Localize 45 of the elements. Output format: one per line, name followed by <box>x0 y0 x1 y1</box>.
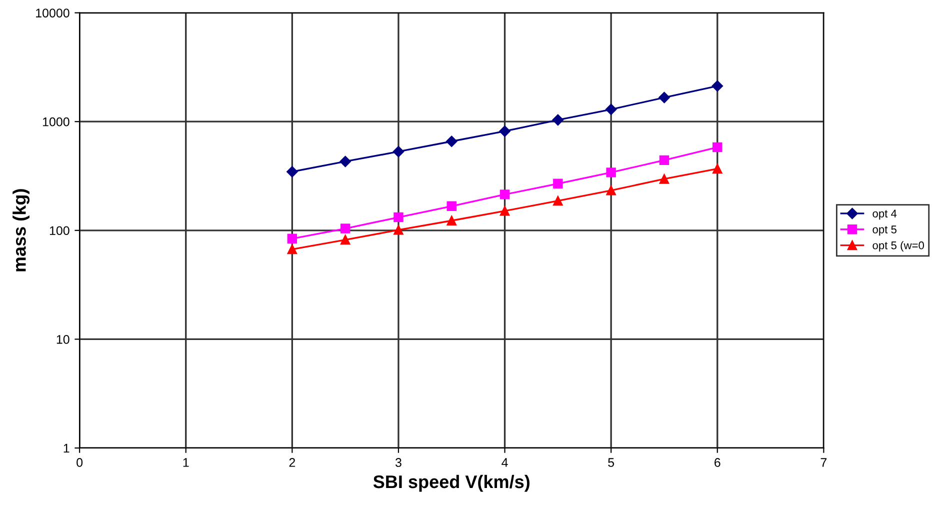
x-tick-label: 2 <box>289 458 296 467</box>
point <box>446 201 456 212</box>
point <box>286 166 298 178</box>
x-axis-title: SBI speed V(km/s) <box>373 474 530 492</box>
point <box>340 234 350 245</box>
point <box>500 190 510 200</box>
point <box>499 126 510 137</box>
x-tick-label: 0 <box>76 458 83 467</box>
y-tick-label: 10 <box>56 335 70 344</box>
x-tick-label: 7 <box>820 458 827 467</box>
point <box>553 196 563 206</box>
y-tick-label: 1000 <box>42 117 70 126</box>
point <box>658 92 670 104</box>
point <box>553 178 563 189</box>
x-tick-label: 3 <box>395 458 402 467</box>
point <box>552 114 564 126</box>
point <box>446 136 458 147</box>
legend-label: opt 4 <box>872 210 897 220</box>
point <box>287 234 298 244</box>
point <box>394 225 404 235</box>
legend-label: opt 5 <box>872 226 896 236</box>
x-tick-label: 5 <box>608 458 614 467</box>
y-tick-label: 1 <box>64 444 70 453</box>
point <box>712 164 722 174</box>
x-tick-label: 1 <box>183 458 189 467</box>
point <box>392 146 404 158</box>
point <box>500 206 510 216</box>
point <box>394 212 404 222</box>
point <box>340 156 351 168</box>
point <box>659 155 670 166</box>
point <box>606 168 616 178</box>
point <box>712 80 723 92</box>
x-tick-label: 4 <box>502 458 508 467</box>
point <box>712 142 722 152</box>
point <box>287 244 298 254</box>
y-tick-label: 100 <box>50 226 70 236</box>
point <box>446 216 456 226</box>
y-axis-title: mass (kg) <box>12 189 30 272</box>
point <box>340 224 350 234</box>
legend-label: opt 5 (w=0 <box>872 241 924 252</box>
x-tick-label: 6 <box>714 458 720 467</box>
point <box>605 104 617 115</box>
point <box>606 186 616 196</box>
y-tick-label: 10000 <box>36 8 70 18</box>
point <box>659 174 670 184</box>
